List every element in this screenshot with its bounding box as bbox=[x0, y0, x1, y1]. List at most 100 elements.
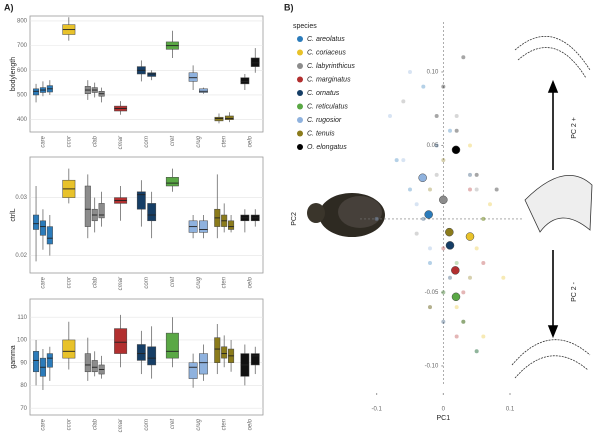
point bbox=[454, 261, 459, 266]
box bbox=[188, 362, 198, 379]
panel-label: A) bbox=[4, 2, 14, 12]
x-tick-label: cmar bbox=[118, 418, 124, 432]
point bbox=[408, 187, 412, 192]
x-tick-label: ccor bbox=[66, 418, 72, 430]
box bbox=[199, 220, 208, 233]
x-tick-label: ccor bbox=[66, 276, 72, 288]
box bbox=[114, 328, 128, 354]
point bbox=[414, 202, 419, 207]
legend-marker bbox=[297, 76, 303, 83]
point bbox=[461, 319, 466, 324]
point bbox=[434, 114, 439, 119]
point bbox=[454, 334, 459, 339]
x-tick-label: cten bbox=[222, 135, 228, 147]
legend-label: O. elongatus bbox=[307, 144, 347, 151]
x-tick-label: 0 bbox=[442, 407, 446, 413]
legend-marker bbox=[297, 144, 303, 150]
box bbox=[147, 346, 157, 366]
x-tick-label: oelo bbox=[248, 276, 254, 288]
point bbox=[468, 143, 472, 148]
x-tick-label: corn bbox=[144, 418, 150, 430]
box bbox=[91, 360, 98, 373]
x-tick-label: clab bbox=[92, 418, 98, 430]
mean-point bbox=[445, 241, 455, 250]
point bbox=[428, 246, 432, 251]
annotation: PC 2 + bbox=[571, 117, 578, 139]
x-tick-label: corn bbox=[144, 276, 150, 288]
mean-point bbox=[439, 195, 448, 205]
x-tick-label: crug bbox=[196, 276, 202, 288]
box bbox=[136, 191, 146, 210]
legend-marker bbox=[297, 90, 303, 96]
box bbox=[33, 351, 40, 373]
point bbox=[434, 143, 439, 148]
x-tick-label: oelo bbox=[248, 418, 254, 430]
point bbox=[501, 275, 506, 280]
point bbox=[474, 246, 479, 251]
box bbox=[214, 337, 221, 363]
point bbox=[441, 246, 446, 251]
x-tick-label: cten bbox=[222, 418, 228, 430]
y-axis-label: ctrlL bbox=[10, 208, 17, 221]
x-tick-label: care bbox=[41, 276, 47, 288]
box bbox=[240, 77, 250, 85]
y-tick-label: 500 bbox=[17, 93, 28, 99]
box bbox=[228, 220, 235, 230]
box bbox=[188, 72, 198, 82]
mean-point bbox=[451, 292, 461, 302]
box bbox=[33, 214, 40, 230]
point bbox=[481, 261, 486, 266]
point bbox=[468, 187, 472, 192]
x-tick-label: clab bbox=[92, 135, 98, 147]
box bbox=[224, 115, 234, 120]
box bbox=[46, 353, 53, 368]
point bbox=[481, 334, 486, 339]
y-tick-label: 400 bbox=[17, 117, 28, 123]
point bbox=[454, 128, 459, 133]
x-tick-label: cret bbox=[170, 419, 176, 429]
y-axis-label: bodylength bbox=[10, 57, 17, 91]
point bbox=[448, 128, 452, 133]
point bbox=[401, 99, 406, 104]
box bbox=[250, 57, 260, 67]
legend-label: C. tenuis bbox=[307, 130, 335, 137]
box bbox=[221, 346, 228, 359]
legend-label: C. coriaceus bbox=[307, 49, 346, 56]
point bbox=[494, 187, 499, 192]
mean-point bbox=[424, 210, 433, 219]
mean-point bbox=[465, 232, 475, 241]
y-tick-label: 110 bbox=[17, 315, 27, 321]
point bbox=[401, 158, 406, 163]
box bbox=[250, 353, 260, 366]
box bbox=[39, 220, 46, 236]
box bbox=[98, 203, 105, 219]
point bbox=[428, 305, 432, 310]
box bbox=[147, 72, 157, 77]
legend-label: C. ornatus bbox=[307, 90, 340, 97]
point bbox=[434, 172, 439, 177]
y-axis-label: PC2 bbox=[291, 212, 298, 226]
legend-label: C. marginatus bbox=[307, 76, 351, 83]
point bbox=[468, 172, 472, 177]
x-tick-label: cret bbox=[170, 136, 176, 146]
point bbox=[428, 187, 432, 192]
point bbox=[374, 216, 379, 221]
point bbox=[454, 305, 459, 310]
point bbox=[481, 216, 486, 221]
legend-label: C. reticulatus bbox=[307, 103, 348, 110]
x-tick-label: corn bbox=[144, 135, 150, 147]
point bbox=[474, 172, 479, 177]
legend-marker bbox=[297, 36, 303, 42]
arrows bbox=[547, 79, 559, 339]
mean-point bbox=[451, 266, 460, 275]
legend-label: C. labyrinthicus bbox=[307, 63, 355, 70]
x-tick-label: clab bbox=[92, 276, 98, 288]
x-tick-label: care bbox=[41, 418, 47, 430]
box bbox=[199, 88, 208, 93]
box bbox=[33, 88, 40, 96]
point bbox=[461, 319, 466, 324]
box bbox=[84, 185, 91, 227]
y-axis-label: gamma bbox=[10, 345, 17, 368]
point bbox=[421, 216, 426, 221]
point bbox=[468, 275, 472, 280]
